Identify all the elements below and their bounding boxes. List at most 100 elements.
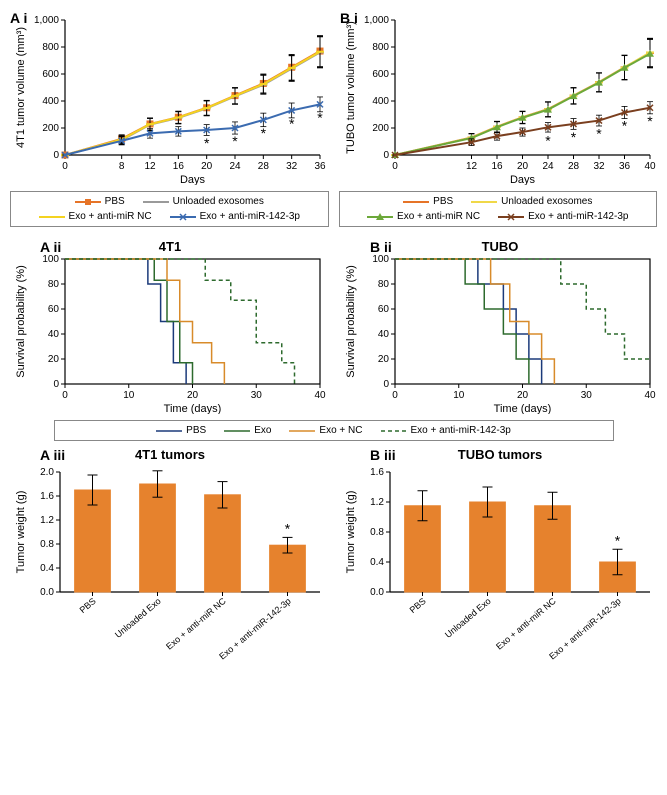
svg-text:Unloaded Exo: Unloaded Exo <box>113 596 163 640</box>
svg-text:TUBO tumor volume (mm³): TUBO tumor volume (mm³) <box>345 21 357 154</box>
svg-text:80: 80 <box>378 279 390 290</box>
svg-text:0.8: 0.8 <box>370 527 384 538</box>
svg-text:12: 12 <box>466 161 478 172</box>
svg-text:*: * <box>261 125 267 141</box>
svg-text:100: 100 <box>42 254 59 265</box>
svg-text:60: 60 <box>378 304 390 315</box>
svg-text:0: 0 <box>53 150 59 161</box>
svg-text:*: * <box>647 113 653 129</box>
svg-text:0: 0 <box>383 379 389 390</box>
svg-text:200: 200 <box>372 123 389 134</box>
svg-text:*: * <box>596 126 602 142</box>
svg-text:Days: Days <box>510 174 536 185</box>
svg-text:400: 400 <box>372 96 389 107</box>
svg-text:0: 0 <box>383 150 389 161</box>
svg-text:Days: Days <box>180 174 206 185</box>
svg-text:12: 12 <box>144 161 156 172</box>
svg-text:28: 28 <box>568 161 580 172</box>
svg-text:*: * <box>285 520 291 536</box>
svg-text:PBS: PBS <box>408 596 428 615</box>
svg-text:30: 30 <box>581 390 593 401</box>
svg-text:200: 200 <box>42 123 59 134</box>
svg-text:*: * <box>571 129 577 145</box>
svg-text:0: 0 <box>62 161 68 172</box>
legend-survival: PBSExoExo + NCExo + anti-miR-142-3p <box>54 420 614 441</box>
svg-text:32: 32 <box>286 161 298 172</box>
svg-text:1,000: 1,000 <box>364 15 389 26</box>
svg-text:0: 0 <box>392 161 398 172</box>
chart-Aii-svg: 020406080100010203040Time (days)Survival… <box>10 254 330 414</box>
svg-text:36: 36 <box>314 161 326 172</box>
svg-text:20: 20 <box>517 390 529 401</box>
svg-text:2.0: 2.0 <box>40 467 54 478</box>
svg-text:40: 40 <box>48 329 60 340</box>
chart-Biii-svg: 0.00.40.81.21.6Tumor weight (g)PBSUnload… <box>340 462 660 662</box>
legend-row-1: PBSUnloaded exosomesExo + anti-miR NCExo… <box>10 185 657 233</box>
svg-text:0.8: 0.8 <box>40 539 54 550</box>
svg-text:*: * <box>317 109 323 125</box>
svg-text:28: 28 <box>258 161 270 172</box>
svg-text:Exo + anti-miR-142-3p: Exo + anti-miR-142-3p <box>217 596 293 662</box>
panel-label-Aii: A ii <box>40 239 61 255</box>
svg-text:800: 800 <box>42 42 59 53</box>
svg-text:40: 40 <box>644 161 656 172</box>
svg-text:800: 800 <box>372 42 389 53</box>
svg-text:0: 0 <box>392 390 398 401</box>
svg-text:16: 16 <box>173 161 185 172</box>
svg-text:*: * <box>622 117 628 133</box>
panel-A-ii: A ii 4T1 020406080100010203040Time (days… <box>10 239 330 414</box>
panel-B-ii: B ii TUBO 020406080100010203040Time (day… <box>340 239 660 414</box>
panel-A-i: A i 02004006008001,0000812162024283236Da… <box>10 10 330 185</box>
svg-text:100: 100 <box>372 254 389 265</box>
chart-Ai-svg: 02004006008001,0000812162024283236Days4T… <box>10 10 330 185</box>
svg-text:10: 10 <box>123 390 135 401</box>
svg-text:Exo + anti-miR-142-3p: Exo + anti-miR-142-3p <box>547 596 623 662</box>
panel-B-i: B i 02004006008001,00001216202428323640D… <box>340 10 660 185</box>
svg-text:0: 0 <box>62 390 68 401</box>
panel-label-Aiii: A iii <box>40 447 65 463</box>
legend-Ai: PBSUnloaded exosomesExo + anti-miR NCExo… <box>10 191 329 227</box>
svg-text:40: 40 <box>644 390 656 401</box>
svg-text:Survival probability (%): Survival probability (%) <box>15 265 27 377</box>
svg-text:32: 32 <box>593 161 605 172</box>
svg-text:20: 20 <box>201 161 213 172</box>
panel-label-Bi: B i <box>340 10 358 26</box>
svg-text:Exo + anti-miR NC: Exo + anti-miR NC <box>494 596 558 652</box>
svg-text:1.6: 1.6 <box>40 491 54 502</box>
svg-text:Time (days): Time (days) <box>164 403 222 414</box>
svg-text:*: * <box>204 135 210 151</box>
svg-text:36: 36 <box>619 161 631 172</box>
svg-text:Time (days): Time (days) <box>494 403 552 414</box>
svg-text:Unloaded Exo: Unloaded Exo <box>443 596 493 640</box>
svg-text:1.6: 1.6 <box>370 467 384 478</box>
chart-Bii-svg: 020406080100010203040Time (days)Survival… <box>340 254 660 414</box>
panel-B-iii: B iii TUBO tumors 0.00.40.81.21.6Tumor w… <box>340 447 660 662</box>
svg-text:30: 30 <box>251 390 263 401</box>
svg-text:PBS: PBS <box>78 596 98 615</box>
svg-text:0.4: 0.4 <box>370 557 384 568</box>
svg-text:20: 20 <box>378 354 390 365</box>
svg-text:20: 20 <box>517 161 529 172</box>
svg-text:8: 8 <box>119 161 125 172</box>
row-survival-charts: A ii 4T1 020406080100010203040Time (days… <box>10 239 657 414</box>
chart-Aiii-svg: 0.00.40.81.21.62.0Tumor weight (g)PBSUnl… <box>10 462 330 662</box>
svg-text:20: 20 <box>187 390 199 401</box>
svg-text:600: 600 <box>42 69 59 80</box>
legend-Bi: PBSUnloaded exosomesExo + anti-miR NCExo… <box>339 191 658 227</box>
svg-text:0: 0 <box>53 379 59 390</box>
chart-Bi-svg: 02004006008001,00001216202428323640DaysT… <box>340 10 660 185</box>
panel-label-Bii: B ii <box>370 239 392 255</box>
panel-label-Ai: A i <box>10 10 27 26</box>
row-growth-charts: A i 02004006008001,0000812162024283236Da… <box>10 10 657 185</box>
svg-text:40: 40 <box>378 329 390 340</box>
svg-text:60: 60 <box>48 304 60 315</box>
svg-text:Tumor weight (g): Tumor weight (g) <box>345 491 357 574</box>
svg-text:0.0: 0.0 <box>370 587 384 598</box>
svg-text:*: * <box>232 133 238 149</box>
svg-text:16: 16 <box>491 161 503 172</box>
svg-text:0.0: 0.0 <box>40 587 54 598</box>
panel-A-iii: A iii 4T1 tumors 0.00.40.81.21.62.0Tumor… <box>10 447 330 662</box>
panel-label-Biii: B iii <box>370 447 396 463</box>
svg-text:24: 24 <box>229 161 241 172</box>
svg-text:24: 24 <box>542 161 554 172</box>
